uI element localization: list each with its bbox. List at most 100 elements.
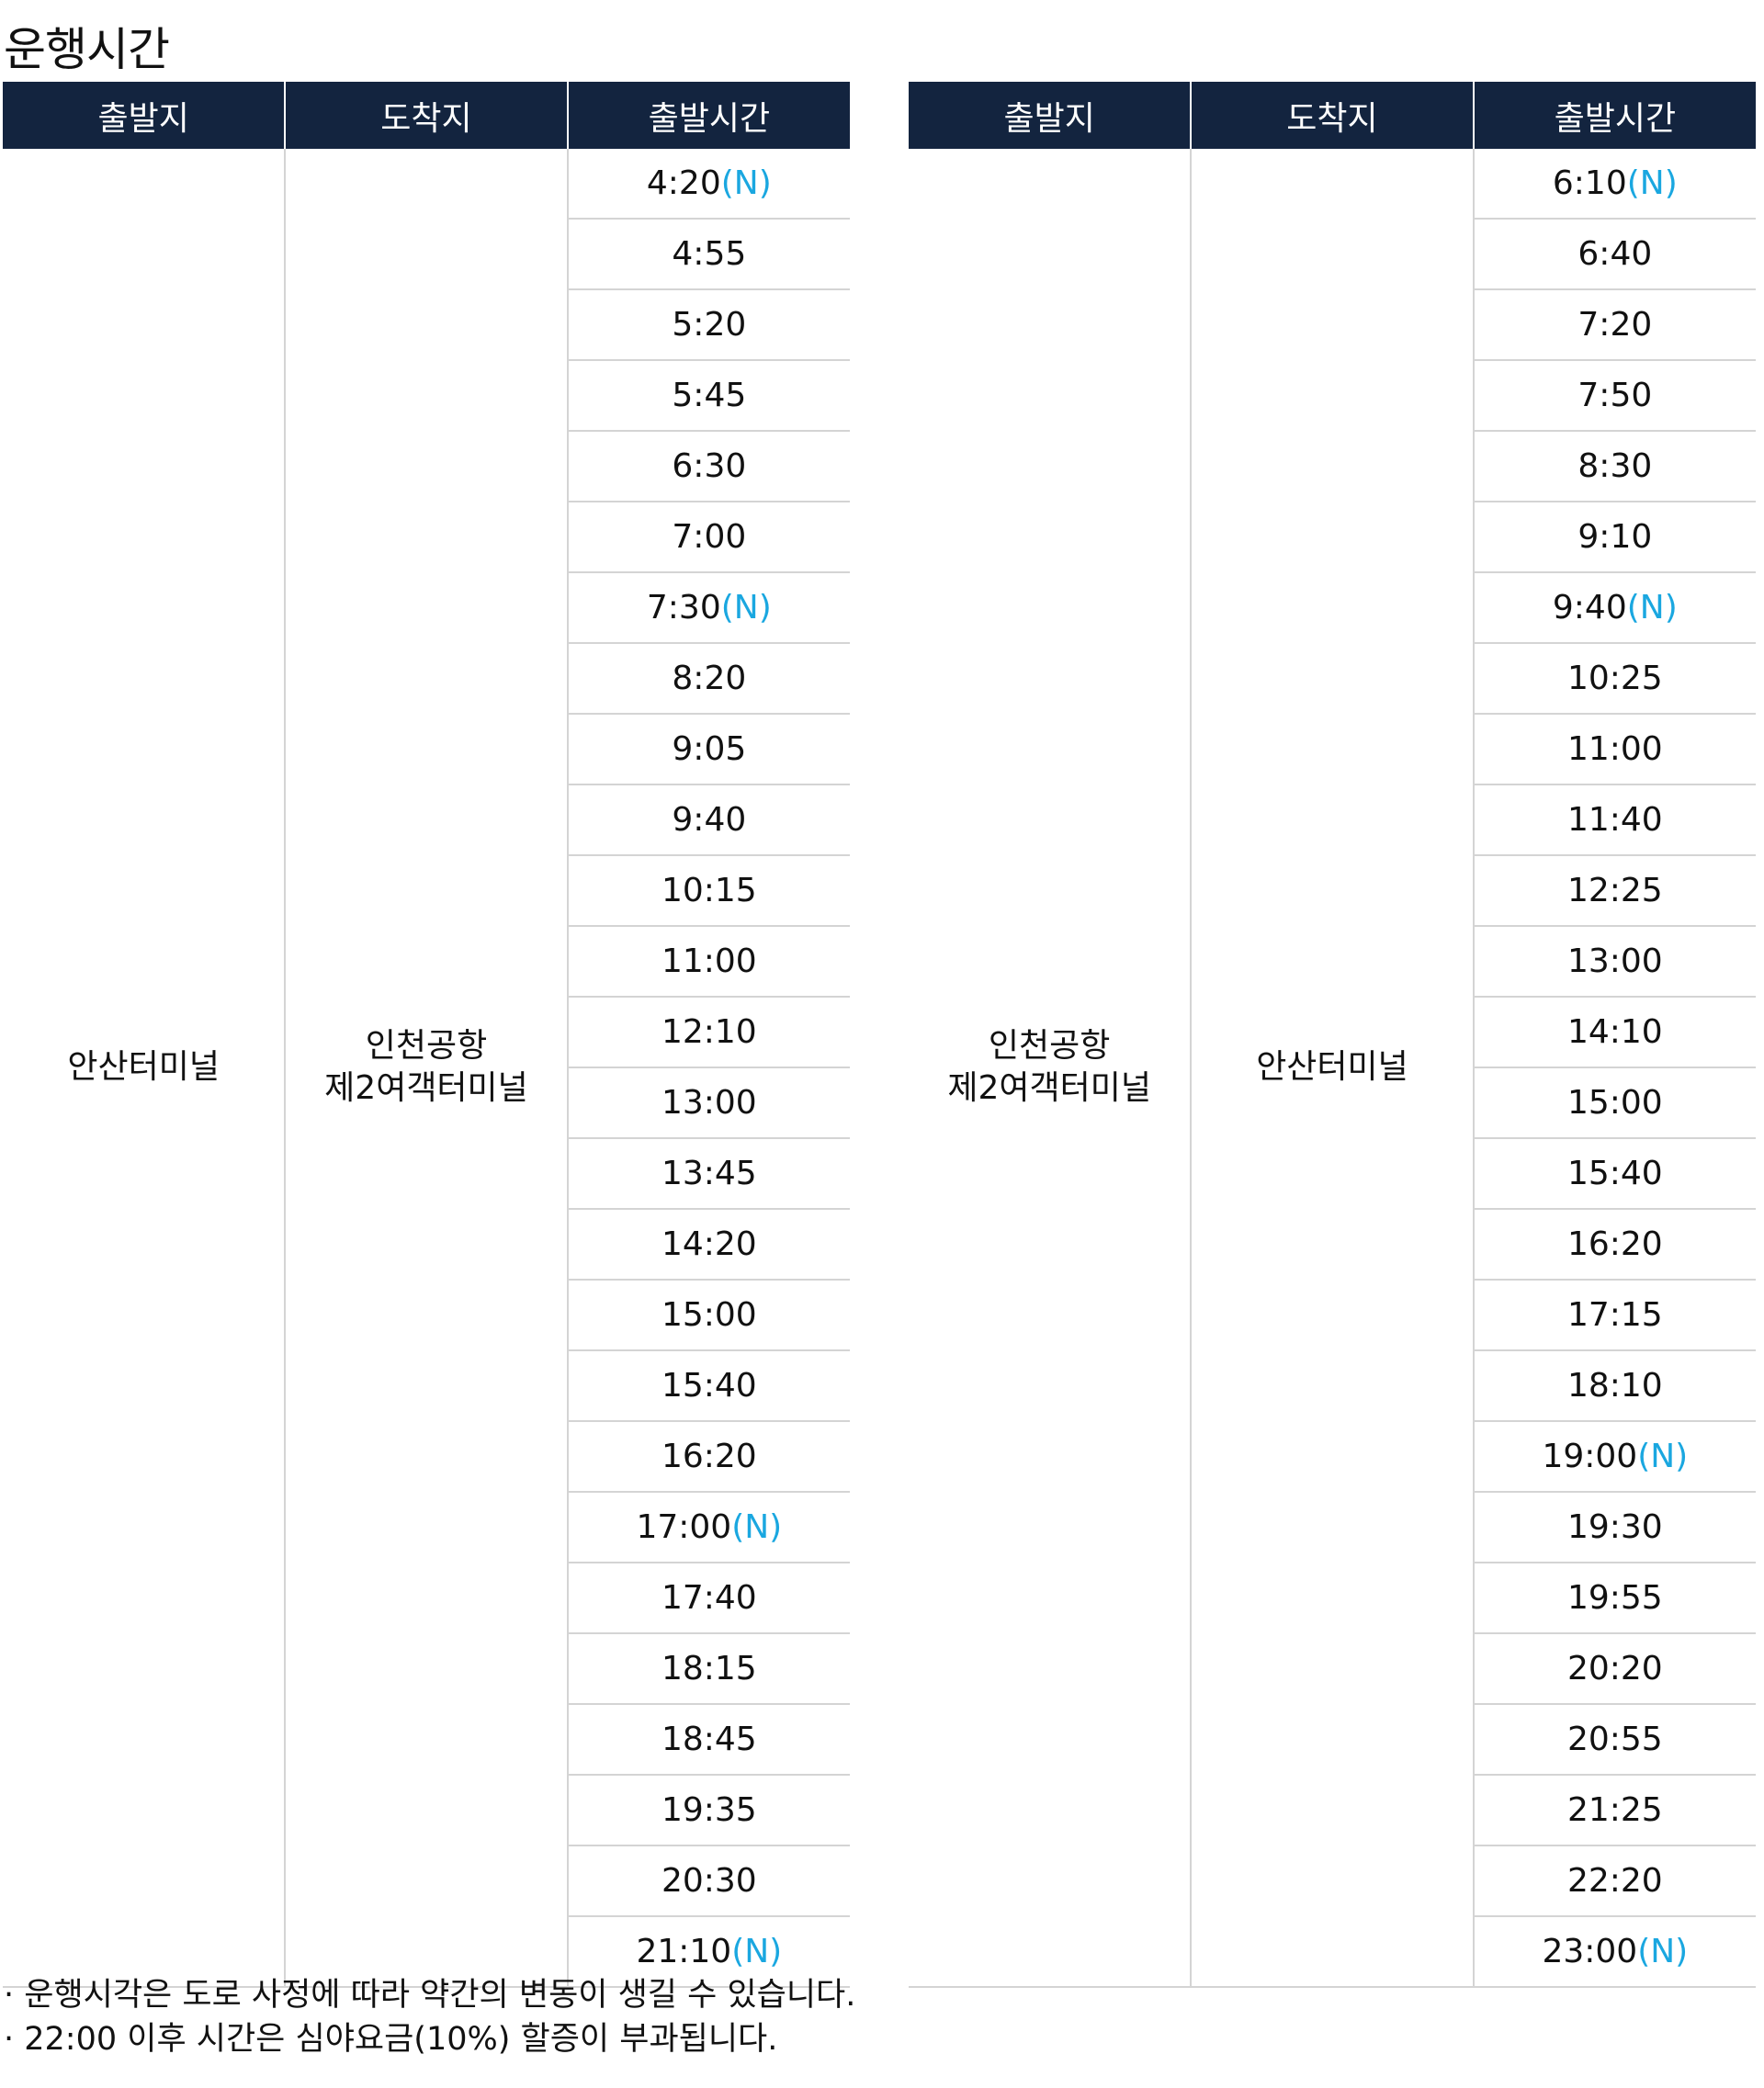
time-cell: 19:30: [1473, 1492, 1756, 1563]
time-cell: 17:40: [567, 1563, 850, 1634]
time-cell: 6:30: [567, 431, 850, 502]
departure-time: 8:30: [1577, 447, 1653, 485]
time-row: 19:30: [909, 1492, 1756, 1563]
time-cell: 11:00: [567, 926, 850, 998]
departure-time: 14:20: [661, 1225, 757, 1263]
time-row: 13:00: [3, 1067, 850, 1139]
table-head: 출발지 도착지 출발시간: [3, 82, 850, 149]
departure-time: 6:10: [1552, 164, 1627, 202]
departure-time: 9:40: [672, 801, 747, 839]
time-cell: 4:55: [567, 219, 850, 290]
time-cell: 14:10: [1473, 997, 1756, 1068]
time-row: 7:50: [909, 360, 1756, 432]
header-cell: 도착지: [1190, 82, 1474, 149]
time-row: 19:00(N): [909, 1421, 1756, 1493]
departure-time: 19:35: [661, 1791, 757, 1829]
time-row: 8:30: [909, 431, 1756, 502]
time-cell: 10:25: [1473, 643, 1756, 715]
time-cell: 21:25: [1473, 1775, 1756, 1846]
night-mark: (N): [1626, 589, 1678, 626]
time-cell: 17:15: [1473, 1280, 1756, 1351]
departure-time: 17:40: [661, 1579, 757, 1617]
header-row: 출발지 도착지 출발시간: [909, 82, 1756, 149]
header-row: 출발지 도착지 출발시간: [3, 82, 850, 149]
table-body: 인천공항 제2여객터미널 안산터미널 6:10(N) 6:40 7:20 7:50 8:30…: [909, 149, 1756, 1988]
departure-time: 17:00: [636, 1508, 732, 1546]
time-row: 9:40: [3, 784, 850, 856]
time-cell: 13:00: [567, 1067, 850, 1139]
time-row: 22:20: [909, 1845, 1756, 1917]
time-cell: 7:20: [1473, 289, 1756, 361]
time-row: 5:45: [3, 360, 850, 432]
time-cell: 7:30(N): [567, 572, 850, 644]
departure-time: 18:10: [1566, 1367, 1663, 1405]
departure-time: 7:20: [1577, 306, 1653, 344]
time-cell: 16:20: [567, 1421, 850, 1493]
time-row: 15:00: [3, 1280, 850, 1351]
time-cell: 18:15: [567, 1633, 850, 1705]
title: 운행시간: [4, 23, 170, 76]
time-cell: 7:50: [1473, 360, 1756, 432]
departure-time: 17:15: [1566, 1296, 1663, 1334]
timetable: 출발지 도착지 출발시간 인천공항 제2여객터미널 안산터미널 6:10(N) 6:40 7:…: [909, 82, 1756, 1988]
time-row: 12:10: [3, 997, 850, 1068]
departure-time: 11:00: [1566, 730, 1663, 768]
departure-time: 9:10: [1577, 518, 1653, 556]
departure-time: 10:25: [1566, 660, 1663, 697]
time-row: 14:10: [909, 997, 1756, 1068]
time-cell: 13:45: [567, 1138, 850, 1210]
time-cell: 17:00(N): [567, 1492, 850, 1563]
time-row: 20:30: [3, 1845, 850, 1917]
departure-time: 13:00: [1566, 942, 1663, 980]
time-cell: 9:05: [567, 714, 850, 785]
time-row: 16:20: [3, 1421, 850, 1493]
time-row: 11:40: [909, 784, 1756, 856]
time-row: 7:20: [909, 289, 1756, 361]
departure-time: 15:40: [1566, 1155, 1663, 1192]
time-row: 14:20: [3, 1209, 850, 1281]
time-row: 20:55: [909, 1704, 1756, 1776]
time-row: 8:20: [3, 643, 850, 715]
departure-time: 5:45: [672, 377, 747, 414]
night-mark: (N): [731, 1933, 783, 1970]
time-cell: 8:20: [567, 643, 850, 715]
time-cell: 5:45: [567, 360, 850, 432]
time-row: 6:30: [3, 431, 850, 502]
departure-time: 19:55: [1566, 1579, 1663, 1617]
departure-time: 21:10: [636, 1933, 732, 1970]
departure-time: 19:30: [1566, 1508, 1663, 1546]
time-cell: 20:55: [1473, 1704, 1756, 1776]
time-cell: 7:00: [567, 502, 850, 573]
time-cell: 21:10(N): [567, 1916, 850, 1988]
departure-time: 7:30: [646, 589, 721, 626]
header-cell: 출발시간: [1472, 82, 1756, 149]
time-row: 13:00: [909, 926, 1756, 998]
time-row: 13:45: [3, 1138, 850, 1210]
time-cell: 19:55: [1473, 1563, 1756, 1634]
timetable: 출발지 도착지 출발시간 안산터미널 인천공항 제2여객터미널 4:20(N) 4:55 5:…: [3, 82, 850, 1988]
destination-cell: 안산터미널: [1191, 149, 1475, 1988]
departure-time: 18:15: [661, 1650, 757, 1687]
departure-time: 18:45: [661, 1721, 757, 1758]
time-cell: 12:10: [567, 997, 850, 1068]
note-line: · 운행시각은 도로 사정에 따라 약간의 변동이 생길 수 있습니다.: [4, 1977, 856, 2014]
departure-time: 15:00: [661, 1296, 757, 1334]
departure-time: 10:15: [661, 872, 757, 909]
time-row: 안산터미널 인천공항 제2여객터미널 4:20(N): [3, 149, 850, 1988]
time-cell: 11:40: [1473, 784, 1756, 856]
time-row: 21:10(N): [3, 1916, 850, 1988]
time-cell: 9:10: [1473, 502, 1756, 573]
time-row: 17:15: [909, 1280, 1756, 1351]
night-mark: (N): [731, 1508, 783, 1546]
time-cell: 5:20: [567, 289, 850, 361]
night-mark: (N): [720, 589, 772, 626]
time-row: 9:40(N): [909, 572, 1756, 644]
time-cell: 15:00: [567, 1280, 850, 1351]
time-row: 10:15: [3, 855, 850, 927]
departure-time: 16:20: [661, 1438, 757, 1475]
time-cell: 18:10: [1473, 1350, 1756, 1422]
time-row: 15:40: [909, 1138, 1756, 1210]
time-cell: 6:40: [1473, 219, 1756, 290]
time-row: 21:25: [909, 1775, 1756, 1846]
